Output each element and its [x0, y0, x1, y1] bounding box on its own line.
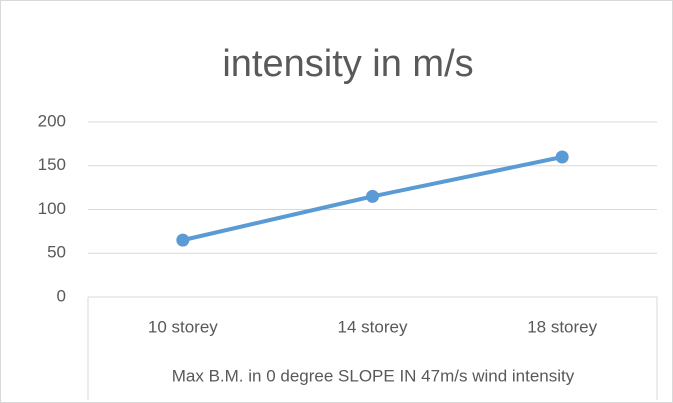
chart-title: intensity in m/s [222, 43, 473, 85]
x-tick-label: 14 storey [338, 317, 408, 336]
y-tick-label: 0 [57, 286, 66, 305]
x-tick-label: 10 storey [148, 317, 218, 336]
x-tick-label: 18 storey [527, 317, 597, 336]
marker [555, 150, 569, 164]
marker [366, 189, 379, 203]
y-tick-label: 100 [38, 199, 66, 218]
y-tick-label: 150 [38, 155, 66, 174]
y-tick-label: 200 [38, 111, 66, 130]
y-tick-label: 50 [47, 243, 66, 262]
marker [176, 233, 190, 247]
x-axis-title: Max B.M. in 0 degree SLOPE IN 47m/s wind… [172, 366, 575, 385]
